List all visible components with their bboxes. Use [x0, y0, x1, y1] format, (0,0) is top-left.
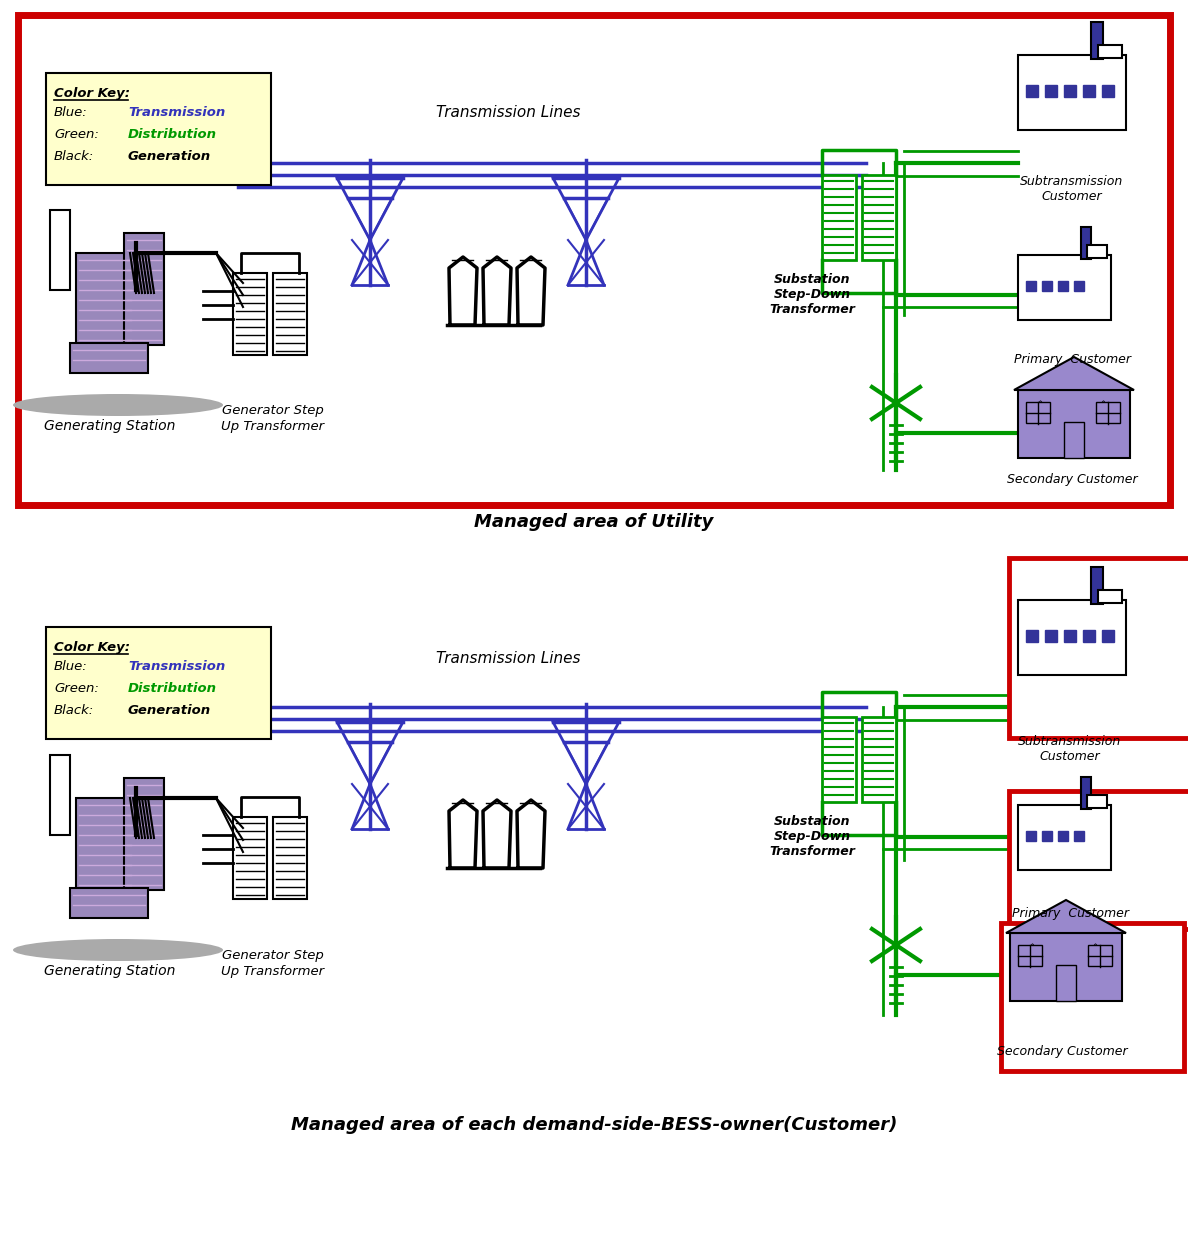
Text: Generation: Generation: [128, 150, 211, 163]
Bar: [1087, 245, 1107, 258]
Bar: [1081, 777, 1091, 809]
Bar: [70, 343, 148, 373]
Bar: [1098, 590, 1121, 603]
Text: ^: ^: [1100, 399, 1106, 409]
Text: Secondary Customer: Secondary Customer: [997, 1045, 1127, 1058]
Bar: [50, 755, 70, 835]
Bar: [1064, 422, 1083, 458]
Bar: [273, 273, 307, 356]
Text: Transmission Lines: Transmission Lines: [436, 651, 580, 666]
Bar: [1056, 965, 1076, 1002]
Bar: [1045, 85, 1057, 96]
Bar: [46, 627, 271, 739]
Bar: [50, 210, 70, 290]
Text: Substation
Step-Down
Transformer: Substation Step-Down Transformer: [769, 273, 855, 316]
Text: Transmission Lines: Transmission Lines: [436, 105, 580, 120]
Bar: [273, 818, 307, 899]
Bar: [1001, 923, 1184, 1070]
Bar: [1083, 630, 1095, 642]
Bar: [233, 818, 267, 899]
Bar: [1026, 630, 1038, 642]
Polygon shape: [1015, 357, 1135, 391]
Text: Blue:: Blue:: [53, 660, 88, 674]
Text: Generator Step
Up Transformer: Generator Step Up Transformer: [221, 949, 324, 978]
Bar: [1010, 933, 1121, 1002]
Text: Green:: Green:: [53, 128, 99, 141]
Bar: [1074, 280, 1083, 290]
Bar: [1087, 795, 1107, 808]
Bar: [1018, 255, 1111, 321]
Bar: [822, 175, 857, 260]
Bar: [1097, 402, 1120, 423]
Bar: [1098, 45, 1121, 58]
Text: Secondary Customer: Secondary Customer: [1006, 473, 1137, 486]
Text: Generation: Generation: [128, 704, 211, 717]
Bar: [1018, 391, 1130, 458]
Bar: [1064, 630, 1076, 642]
Polygon shape: [1006, 900, 1126, 933]
Bar: [1009, 558, 1188, 737]
Bar: [76, 253, 134, 346]
Bar: [1026, 280, 1036, 290]
Text: Generating Station: Generating Station: [44, 964, 176, 978]
Bar: [1059, 280, 1068, 290]
Text: Managed area of each demand-side-BESS-owner(Customer): Managed area of each demand-side-BESS-ow…: [291, 1116, 897, 1134]
Text: Transmission: Transmission: [128, 106, 226, 119]
Bar: [1042, 831, 1053, 841]
Bar: [46, 73, 271, 185]
Text: Subtransmission
Customer: Subtransmission Customer: [1018, 735, 1121, 762]
Bar: [18, 15, 1170, 505]
Bar: [1026, 85, 1038, 96]
Bar: [1088, 945, 1112, 967]
Bar: [822, 717, 857, 803]
Text: ^: ^: [1036, 399, 1043, 409]
Bar: [233, 273, 267, 356]
Text: Primary  Customer: Primary Customer: [1013, 353, 1131, 366]
Ellipse shape: [13, 939, 223, 962]
Text: Managed area of Utility: Managed area of Utility: [474, 513, 714, 531]
Bar: [1064, 85, 1076, 96]
Bar: [124, 233, 164, 346]
Bar: [1018, 55, 1126, 130]
Bar: [70, 888, 148, 918]
Bar: [1091, 567, 1102, 603]
Text: Subtransmission
Customer: Subtransmission Customer: [1020, 175, 1124, 203]
Bar: [1026, 831, 1036, 841]
Ellipse shape: [13, 394, 223, 416]
Text: Distribution: Distribution: [128, 128, 217, 141]
Bar: [1026, 402, 1050, 423]
Text: ^: ^: [1029, 943, 1036, 952]
Bar: [76, 798, 134, 890]
Text: Green:: Green:: [53, 682, 99, 695]
Bar: [1083, 85, 1095, 96]
Text: Substation
Step-Down
Transformer: Substation Step-Down Transformer: [769, 815, 855, 858]
Bar: [1009, 791, 1188, 929]
Bar: [1102, 85, 1114, 96]
Bar: [124, 777, 164, 890]
Bar: [1042, 280, 1053, 290]
Text: Distribution: Distribution: [128, 682, 217, 695]
Bar: [1018, 805, 1111, 870]
Text: Primary  Customer: Primary Customer: [1011, 906, 1129, 920]
Text: Transmission: Transmission: [128, 660, 226, 674]
Text: Black:: Black:: [53, 704, 94, 717]
Text: Black:: Black:: [53, 150, 94, 163]
Text: ^: ^: [1092, 943, 1099, 952]
Bar: [1081, 227, 1091, 259]
Bar: [1045, 630, 1057, 642]
Bar: [1018, 945, 1042, 967]
Bar: [1018, 600, 1126, 675]
Bar: [1074, 831, 1083, 841]
Bar: [862, 717, 896, 803]
Text: Generator Step
Up Transformer: Generator Step Up Transformer: [221, 404, 324, 433]
Bar: [1059, 831, 1068, 841]
Bar: [1091, 23, 1102, 59]
Text: Color Key:: Color Key:: [53, 86, 129, 100]
Text: Generating Station: Generating Station: [44, 419, 176, 433]
Bar: [1102, 630, 1114, 642]
Bar: [862, 175, 896, 260]
Text: Blue:: Blue:: [53, 106, 88, 119]
Text: Color Key:: Color Key:: [53, 641, 129, 654]
